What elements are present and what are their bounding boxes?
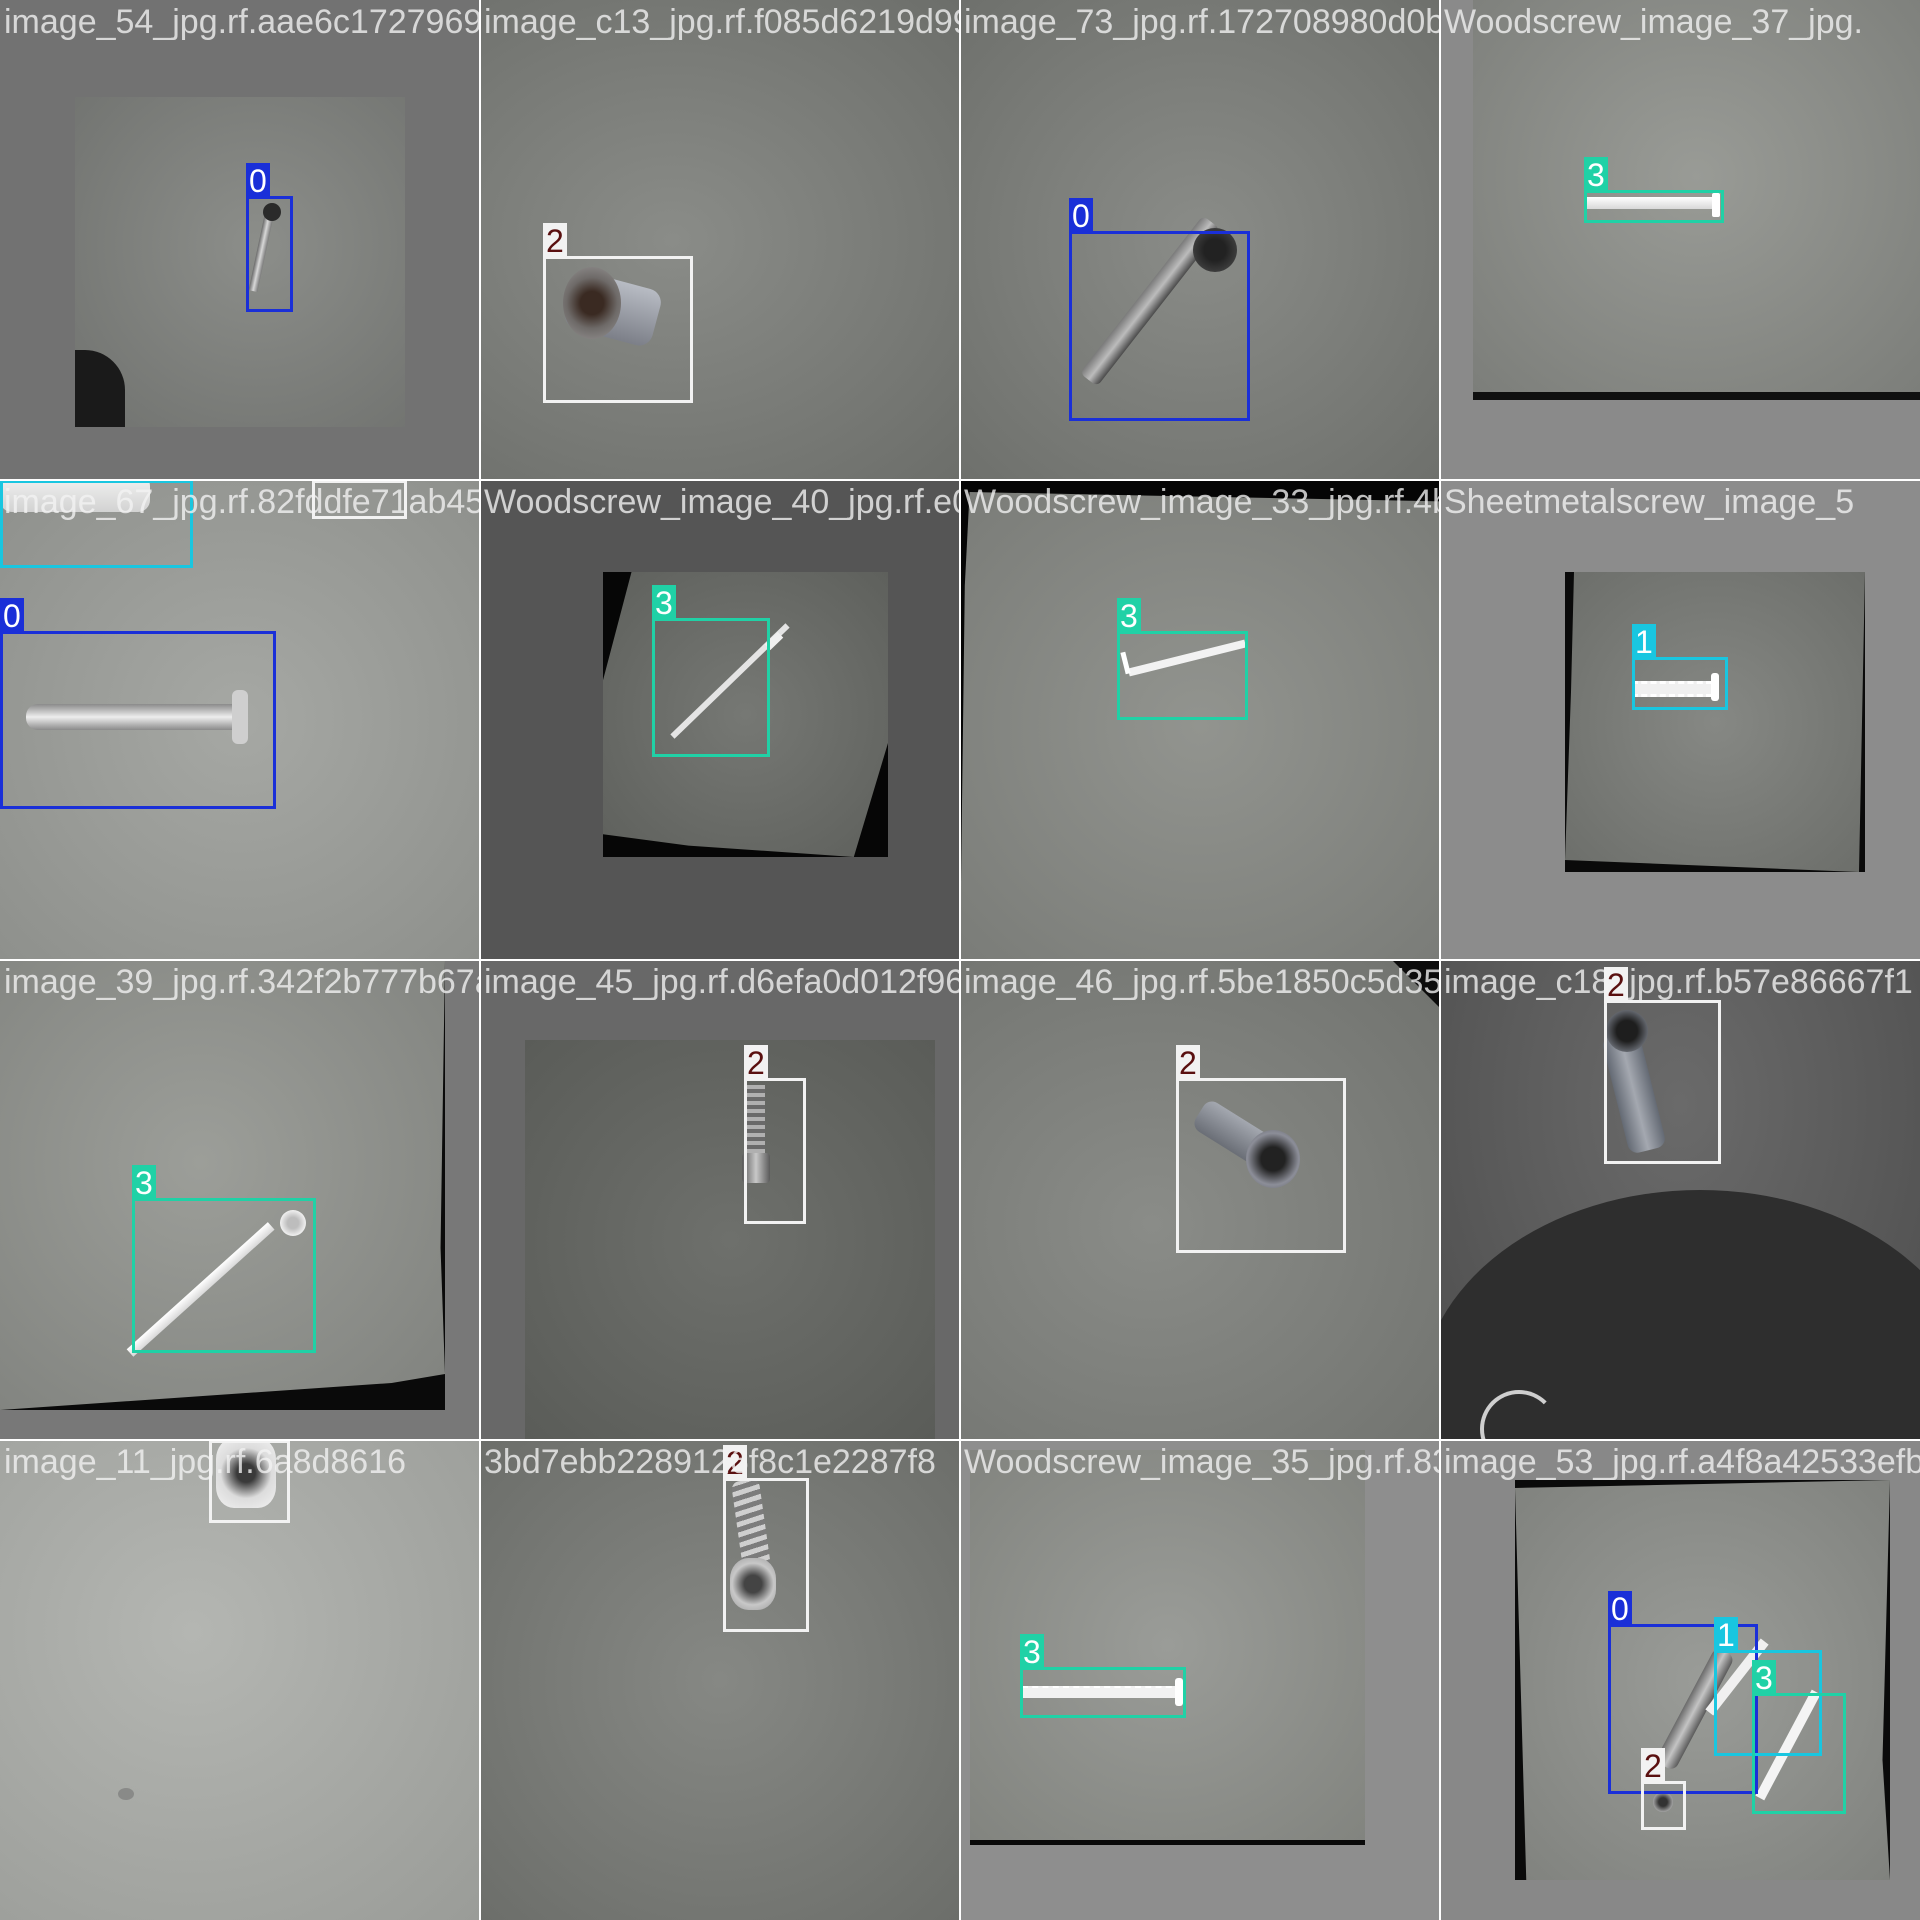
photo — [525, 1040, 935, 1440]
photo — [75, 97, 405, 427]
class-label: 0 — [246, 163, 270, 199]
tile-4: 1 2 0 image_67_jpg.rf.82fddfe71ab4572a3e… — [0, 480, 480, 960]
class-label: 2 — [209, 1440, 233, 1443]
screw — [0, 480, 150, 512]
screw — [1586, 197, 1716, 209]
screw-head — [1653, 1792, 1673, 1812]
tile-13: 2 3bd7ebb2289126f8c1e2287f8 — [480, 1440, 960, 1920]
class-label: 3 — [132, 1165, 156, 1201]
class-label: 2 — [312, 480, 336, 483]
class-label: 3 — [1020, 1634, 1044, 1670]
class-label: 3 — [1584, 157, 1608, 193]
photo — [0, 960, 445, 1410]
class-label: 2 — [543, 223, 567, 259]
detection-box: 2 — [1641, 1748, 1686, 1830]
tile-10: 2 image_46_jpg.rf.5be1850c5d353dcf872a4f… — [960, 960, 1440, 1440]
class-label: 0 — [0, 598, 24, 634]
class-label: 1 — [1632, 624, 1656, 660]
detection-box: 1 — [1714, 1617, 1822, 1756]
tile-8: 3 image_39_jpg.rf.342f2b777b67ad8455dc2a… — [0, 960, 480, 1440]
detection-box: 3 — [132, 1165, 316, 1353]
screw — [26, 704, 248, 730]
detection-box: 2 — [723, 1445, 809, 1632]
class-label: 3 — [652, 585, 676, 621]
grid-divider — [0, 479, 1920, 481]
class-label: 0 — [1608, 1591, 1632, 1627]
photo — [1473, 0, 1920, 392]
detection-box: 0 — [1069, 198, 1250, 421]
tile-2: 0 image_73_jpg.rf.172708980d0b0c45e9aaf2… — [960, 0, 1440, 480]
detection-box: 0 — [246, 163, 293, 312]
screw-head — [232, 690, 248, 744]
class-label: 3 — [1752, 1660, 1776, 1696]
screw — [1632, 681, 1712, 697]
class-label: 1 — [0, 480, 24, 483]
class-label: 1 — [1714, 1617, 1738, 1653]
tile-15: 0 1 3 2 image_53_jpg.rf.a4f8a42533efb3 — [1440, 1440, 1920, 1920]
detection-box: 2 — [1176, 1045, 1346, 1253]
photo — [960, 492, 1440, 960]
tile-0: 0 image_54_jpg.rf.aae6c1727969b74cf3bf4a… — [0, 0, 480, 480]
screw-head — [1711, 673, 1719, 701]
detection-box: 2 — [209, 1440, 290, 1523]
tile-9: 2 image_45_jpg.rf.d6efa0d012f962e046ea19… — [480, 960, 960, 1440]
tile-11: 2 image_c18_jpg.rf.b57e86667f1 — [1440, 960, 1920, 1440]
detection-box: 2 — [312, 480, 407, 519]
screw-head — [280, 1210, 306, 1236]
screw-head — [1712, 193, 1720, 217]
screw — [747, 1085, 765, 1155]
class-label: 2 — [1176, 1045, 1200, 1081]
tile-7: 1 Sheetmetalscrew_image_5 — [1440, 480, 1920, 960]
detection-box: 2 — [543, 223, 693, 403]
detection-box: 2 — [1604, 967, 1721, 1164]
class-label: 3 — [1117, 598, 1141, 634]
detection-box: 1 — [0, 480, 193, 568]
class-label: 0 — [1069, 198, 1093, 234]
screw-head — [216, 1440, 276, 1508]
tile-14: 3 Woodscrew_image_35_jpg.rf.8304e23f793 — [960, 1440, 1440, 1920]
detection-box: 3 — [1020, 1634, 1186, 1718]
detection-box: 2 — [744, 1045, 806, 1224]
detection-box: 1 — [1632, 624, 1728, 710]
class-label: 2 — [723, 1445, 747, 1481]
tile-6: 3 Woodscrew_image_33_jpg.rf.4b50d1f4ef0a — [960, 480, 1440, 960]
screw-head — [1606, 1010, 1648, 1052]
detection-box: 3 — [1584, 157, 1724, 223]
tile-3: 3 Woodscrew_image_37_jpg. — [1440, 0, 1920, 480]
grid-divider — [0, 959, 1920, 961]
screw-head — [730, 1558, 776, 1610]
detection-box: 0 — [0, 598, 276, 809]
tile-12: 2 image_11_jpg.rf.6a8d8616 — [0, 1440, 480, 1920]
grid-divider — [0, 1439, 1920, 1441]
detection-box: 3 — [1752, 1660, 1846, 1814]
screw-head — [1193, 228, 1237, 272]
screw — [1022, 1686, 1182, 1698]
screw-head — [1175, 1678, 1183, 1706]
photo — [1565, 572, 1865, 872]
blemish — [118, 1788, 134, 1800]
screw-head — [263, 203, 281, 221]
class-label: 2 — [1641, 1748, 1665, 1784]
tile-5: 3 Woodscrew_image_40_jpg.rf.e0179df977f1… — [480, 480, 960, 960]
detection-box: 3 — [1117, 598, 1248, 720]
photo — [960, 960, 1440, 1440]
class-label: 2 — [744, 1045, 768, 1081]
detection-box: 3 — [652, 585, 770, 757]
tile-1: 2 image_c13_jpg.rf.f085d6219d99abe152163… — [480, 0, 960, 480]
light-arc — [1480, 1390, 1558, 1440]
screw-head — [1246, 1130, 1300, 1188]
screw-head — [563, 267, 621, 339]
class-label: 2 — [1604, 967, 1628, 1003]
